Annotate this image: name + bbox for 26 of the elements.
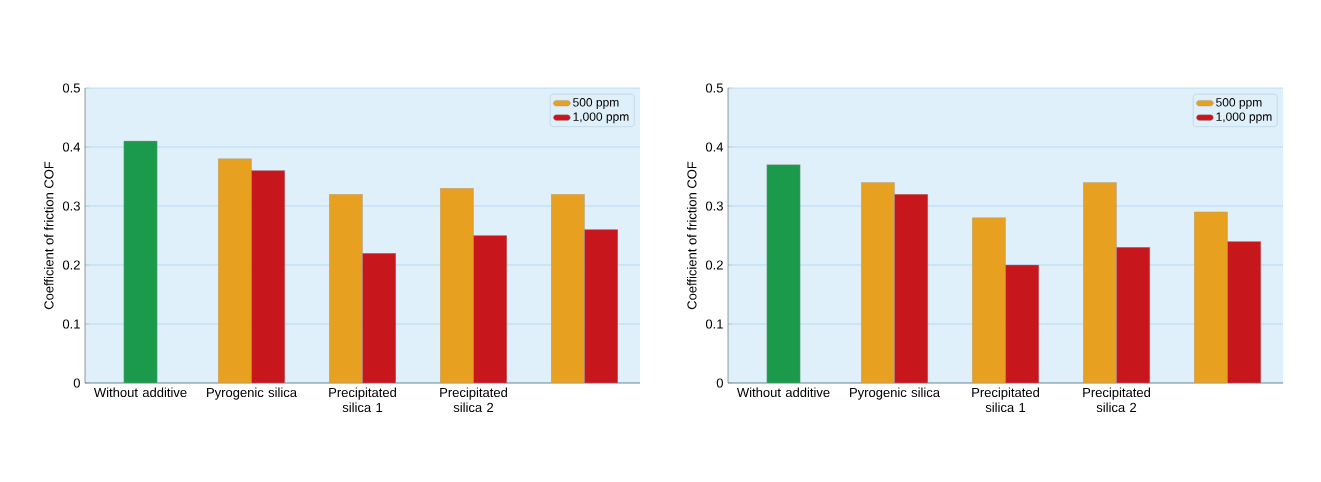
x-tick-label: Precipitated silica 2 bbox=[1083, 387, 1150, 413]
x-tick-label: Pyrogenic silica bbox=[207, 387, 297, 400]
y-tick-label: 0.2 bbox=[62, 260, 80, 270]
y-tick-label: 0.4 bbox=[62, 142, 81, 152]
y-tick-label: 0.2 bbox=[705, 260, 723, 270]
x-tick-label: Precipitated silica 1 bbox=[972, 387, 1039, 413]
y-tick-label: 0.3 bbox=[705, 201, 723, 211]
y-axis-title: Coefficient of friction COF bbox=[686, 161, 697, 310]
x-tick-label: Without additive bbox=[736, 387, 830, 398]
y-tick-label: 0.1 bbox=[62, 319, 80, 329]
x-tick-label: Precipitated silica 2 bbox=[440, 387, 507, 413]
legend-label: 500 ppm bbox=[573, 98, 619, 109]
y-tick-label: 0.5 bbox=[705, 83, 723, 93]
y-tick-label: 0 bbox=[73, 378, 80, 388]
legend-label: 500 ppm bbox=[1216, 98, 1262, 109]
x-tick-label: Precipitated silica 1 bbox=[329, 387, 396, 413]
y-tick-label: 0.5 bbox=[62, 83, 80, 93]
y-axis-title: Coefficient of friction COF bbox=[43, 161, 54, 310]
y-tick-label: 0.1 bbox=[705, 319, 723, 329]
x-tick-label: Pyrogenic silica bbox=[850, 387, 941, 400]
y-tick-label: 0.4 bbox=[705, 142, 724, 152]
legend-label: 1,000 ppm bbox=[1216, 112, 1272, 124]
y-tick-label: 0.3 bbox=[62, 201, 80, 211]
legend-label: 1,000 ppm bbox=[573, 112, 629, 124]
y-tick-label: 0 bbox=[716, 378, 723, 388]
x-tick-label: Without additive bbox=[93, 387, 187, 398]
